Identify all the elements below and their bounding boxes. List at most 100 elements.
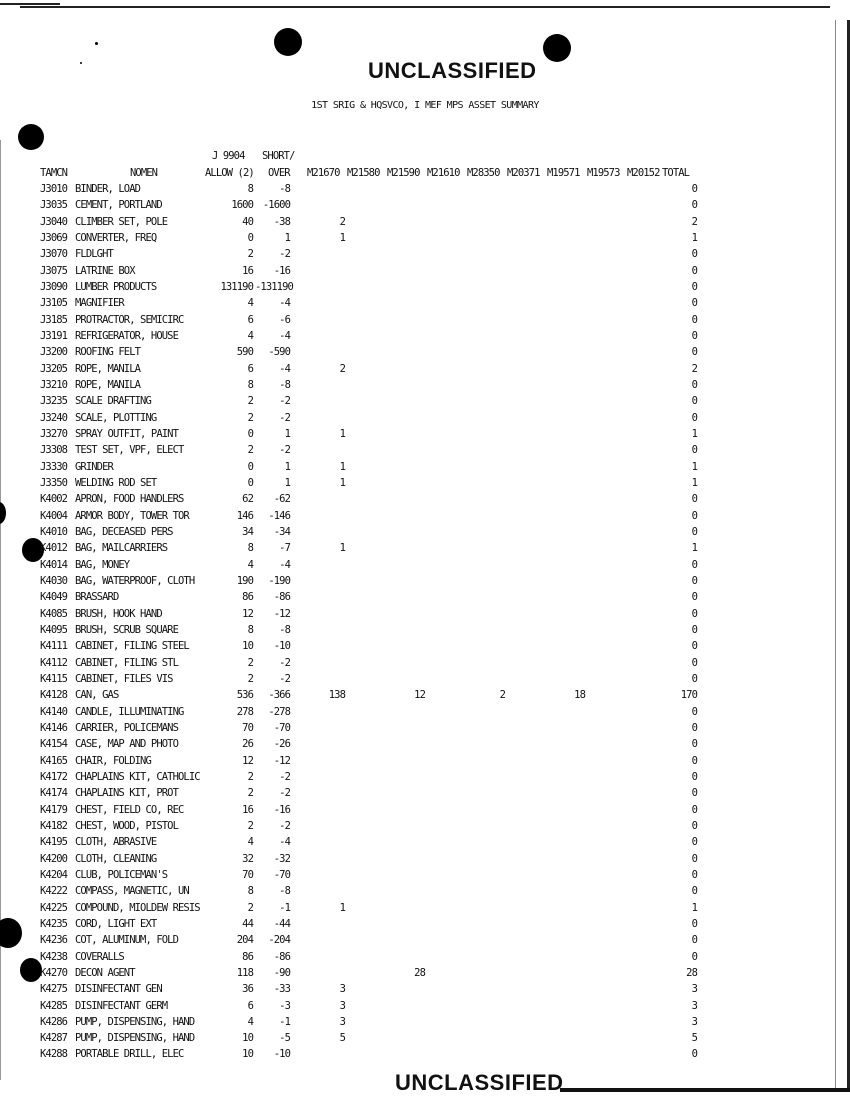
short-over-cell: -86 — [273, 591, 291, 604]
short-over-cell: -6 — [279, 313, 291, 326]
unit-qty-cell: 2 — [339, 362, 346, 375]
nomen-cell: DISINFECTANT GEN — [75, 983, 163, 996]
nomen-cell: CABINET, FILING STEEL — [75, 640, 190, 653]
allow-cell: 278 — [236, 705, 254, 718]
nomen-cell: CABINET, FILES VIS — [75, 672, 173, 685]
tamcn-cell: K4030 — [40, 574, 68, 587]
nomen-cell: COMPOUND, MIOLDEW RESIS — [75, 901, 201, 914]
tamcn-cell: K4085 — [40, 607, 68, 620]
allow-cell: 0 — [247, 476, 254, 489]
short-over-cell: -26 — [273, 738, 291, 751]
scan-edge-line — [0, 3, 60, 5]
short-over-cell: -3 — [279, 999, 291, 1012]
total-cell: 0 — [691, 623, 698, 636]
short-over-cell: -204 — [268, 934, 291, 947]
nomen-cell: CABINET, FILING STL — [75, 656, 179, 669]
tamcn-cell: K4238 — [40, 950, 68, 963]
allow-cell: 590 — [236, 346, 254, 359]
short-over-cell: -32 — [273, 852, 291, 865]
punch-hole — [0, 502, 6, 524]
total-cell: 1 — [691, 427, 698, 440]
total-cell: 0 — [691, 346, 698, 359]
allow-cell: 12 — [242, 754, 254, 767]
tamcn-cell: K4222 — [40, 885, 68, 898]
tamcn-cell: J3185 — [40, 313, 68, 326]
nomen-cell: BAG, MONEY — [75, 558, 130, 571]
total-cell: 0 — [691, 705, 698, 718]
allow-cell: 0 — [247, 231, 254, 244]
tamcn-cell: K4012 — [40, 542, 68, 555]
allow-cell: 2 — [247, 770, 254, 783]
short-over-cell: -10 — [273, 1048, 291, 1061]
allow-cell: 2 — [247, 411, 254, 424]
short-over-cell: -2 — [279, 444, 291, 457]
unit-qty-cell: 1 — [339, 460, 346, 473]
total-cell: 0 — [691, 313, 698, 326]
short-over-cell: -2 — [279, 395, 291, 408]
short-over-cell: -1600 — [262, 199, 291, 212]
total-cell: 0 — [691, 378, 698, 391]
nomen-cell: CORD, LIGHT EXT — [75, 917, 157, 930]
short-over-cell: 1 — [284, 460, 291, 473]
short-over-cell: -7 — [279, 542, 291, 555]
scan-edge-line — [560, 1088, 850, 1092]
speck — [80, 62, 82, 64]
unit-qty-cell: 138 — [328, 689, 346, 702]
tamcn-cell: K4014 — [40, 558, 68, 571]
allow-cell: 204 — [236, 934, 254, 947]
tamcn-cell: K4285 — [40, 999, 68, 1012]
short-over-cell: -2 — [279, 672, 291, 685]
tamcn-cell: J3040 — [40, 215, 68, 228]
nomen-cell: CLOTH, ABRASIVE — [75, 836, 157, 849]
short-over-cell: -1 — [279, 1015, 291, 1028]
allow-cell: 34 — [242, 525, 254, 538]
nomen-cell: ROPE, MANILA — [75, 362, 141, 375]
nomen-cell: CLIMBER SET, POLE — [75, 215, 168, 228]
allow-cell: 131190 — [220, 280, 253, 293]
total-cell: 0 — [691, 950, 698, 963]
short-over-cell: -1 — [279, 901, 291, 914]
allow-cell: 0 — [247, 427, 254, 440]
header-m-col: M21670 — [307, 167, 340, 179]
allow-cell: 2 — [247, 444, 254, 457]
classification-marking-bottom: UNCLASSIFIED — [395, 1070, 564, 1095]
allow-cell: 146 — [236, 509, 254, 522]
header-m-col: M20152 — [627, 167, 660, 179]
tamcn-cell: K4286 — [40, 1015, 68, 1028]
unit-qty-cell: 1 — [339, 427, 346, 440]
short-over-cell: 1 — [284, 231, 291, 244]
short-over-cell: -131190 — [255, 280, 294, 293]
nomen-cell: DECON AGENT — [75, 966, 136, 979]
total-cell: 28 — [686, 966, 698, 979]
short-over-cell: -44 — [273, 917, 291, 930]
short-over-cell: -2 — [279, 770, 291, 783]
tamcn-cell: K4140 — [40, 705, 68, 718]
short-over-cell: -12 — [273, 607, 291, 620]
nomen-cell: GRINDER — [75, 460, 114, 473]
total-cell: 0 — [691, 868, 698, 881]
total-cell: 1 — [691, 476, 698, 489]
tamcn-cell: K4049 — [40, 591, 68, 604]
allow-cell: 2 — [247, 672, 254, 685]
punch-hole — [274, 28, 302, 56]
nomen-cell: CANDLE, ILLUMINATING — [75, 705, 184, 718]
allow-cell: 2 — [247, 901, 254, 914]
tamcn-cell: J3069 — [40, 231, 68, 244]
header-total: TOTAL — [662, 167, 690, 179]
tamcn-cell: J3350 — [40, 476, 68, 489]
header-m-col: M21580 — [347, 167, 380, 179]
total-cell: 0 — [691, 607, 698, 620]
allow-cell: 0 — [247, 460, 254, 473]
total-cell: 0 — [691, 558, 698, 571]
total-cell: 0 — [691, 917, 698, 930]
tamcn-cell: J3191 — [40, 329, 68, 342]
short-over-cell: -2 — [279, 248, 291, 261]
short-over-cell: -70 — [273, 868, 291, 881]
header-m-col: M19573 — [587, 167, 620, 179]
short-over-cell: -4 — [279, 297, 291, 310]
unit-qty-cell: 2 — [499, 689, 506, 702]
allow-cell: 2 — [247, 819, 254, 832]
total-cell: 0 — [691, 934, 698, 947]
short-over-cell: -16 — [273, 803, 291, 816]
allow-cell: 4 — [247, 1015, 254, 1028]
